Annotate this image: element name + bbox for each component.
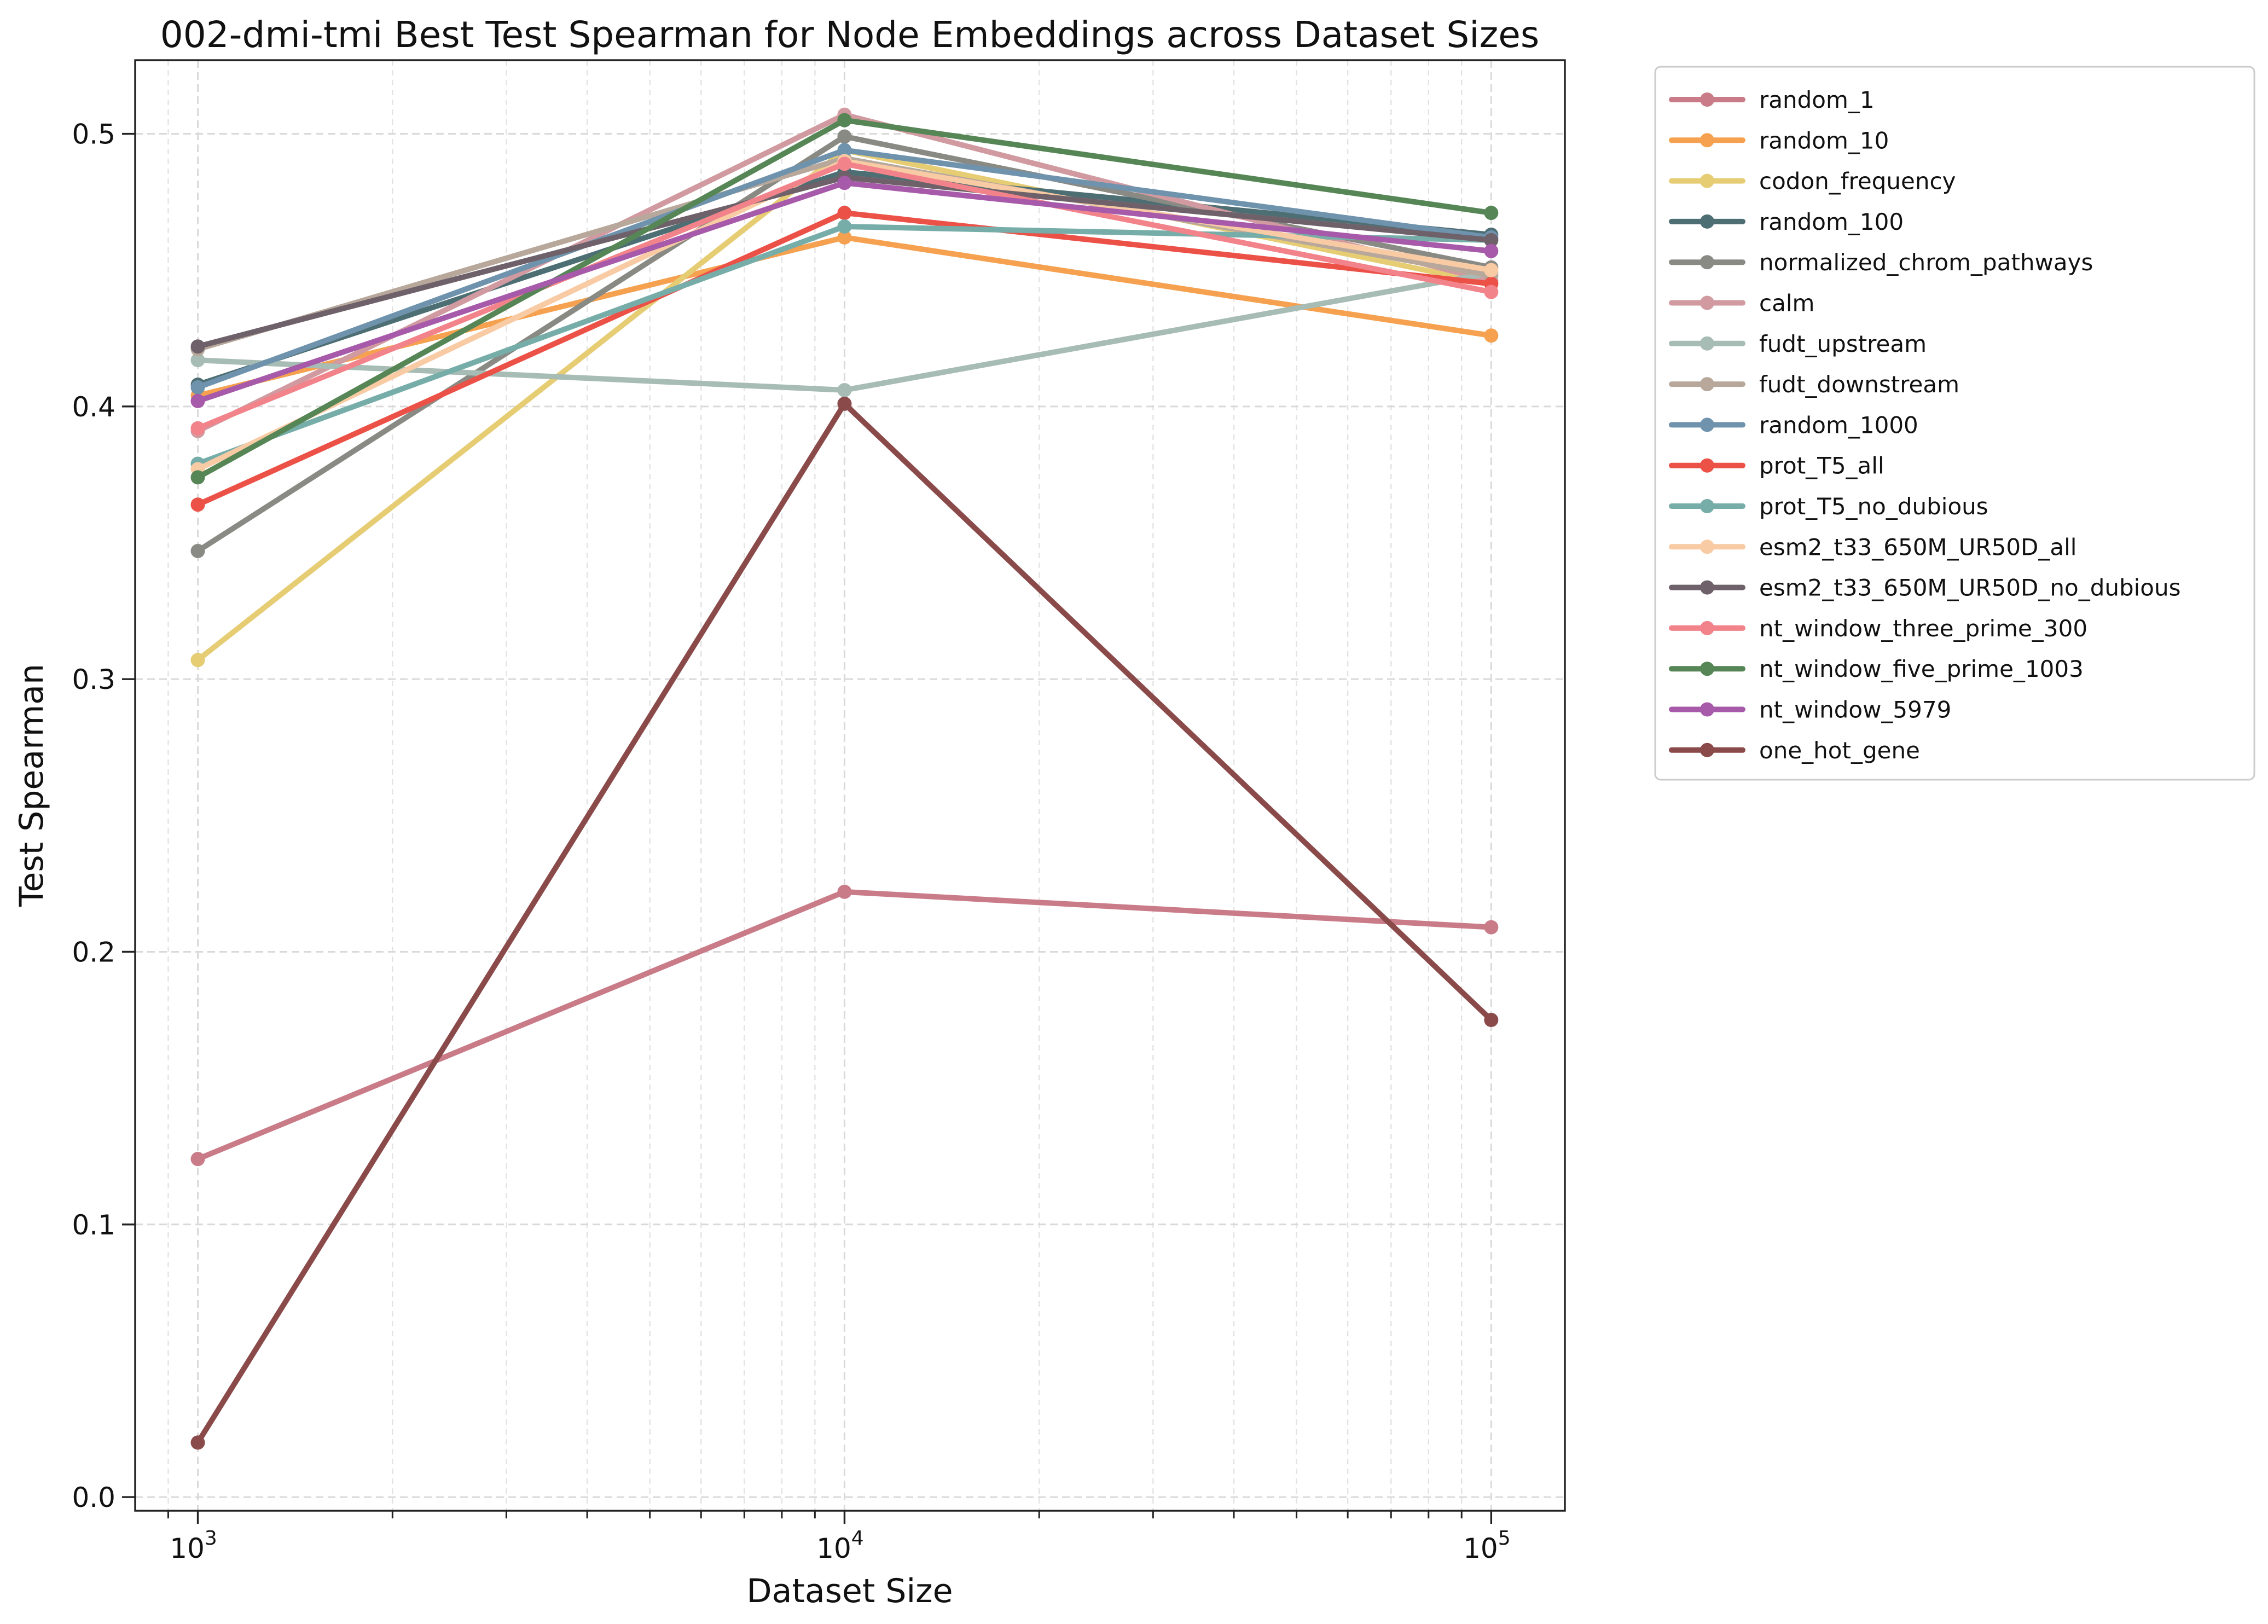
legend-label-random_1000: random_1000 (1759, 411, 1918, 438)
data-point-prot_T5_all (190, 497, 205, 512)
legend-label-nt_window_5979: nt_window_5979 (1759, 697, 1951, 723)
data-point-codon_frequency (190, 653, 205, 668)
data-point-esm2_t33_650M_UR50D_no_dubious (1484, 233, 1499, 247)
data-point-nt_window_three_prime_300 (190, 421, 205, 436)
legend-label-random_10: random_10 (1759, 127, 1889, 154)
data-point-nt_window_5979 (837, 176, 852, 190)
legend-label-fudt_upstream: fudt_upstream (1759, 330, 1927, 357)
legend-label-prot_T5_all: prot_T5_all (1759, 453, 1884, 479)
y-tick-label: 0.1 (72, 1209, 115, 1241)
data-point-one_hot_gene (837, 396, 852, 411)
data-point-prot_T5_no_dubious (837, 219, 852, 234)
data-point-normalized_chrom_pathways (837, 129, 852, 144)
data-point-random_1 (837, 884, 852, 899)
y-tick-label: 0.0 (72, 1482, 115, 1513)
legend-label-calm: calm (1759, 290, 1814, 317)
data-point-one_hot_gene (1484, 1013, 1499, 1028)
data-point-nt_window_5979 (190, 393, 205, 408)
y-axis-label: Test Spearman (13, 664, 51, 907)
x-tick-label: 105 (1463, 1527, 1511, 1564)
legend-marker-normalized_chrom_pathways (1700, 255, 1714, 270)
legend-marker-random_1000 (1700, 417, 1714, 432)
data-point-nt_window_five_prime_1003 (1484, 206, 1499, 221)
legend-label-nt_window_three_prime_300: nt_window_three_prime_300 (1759, 615, 2087, 642)
data-point-one_hot_gene (190, 1435, 205, 1450)
data-point-random_1000 (837, 143, 852, 158)
plot-frame (134, 59, 1566, 1512)
legend-label-one_hot_gene: one_hot_gene (1759, 737, 1920, 764)
data-point-prot_T5_all (837, 206, 852, 221)
data-point-nt_window_five_prime_1003 (837, 113, 852, 127)
data-point-random_10 (1484, 328, 1499, 343)
axes: 103 104 105 0.0 0.1 0.2 0.3 0.4 0.5 (72, 119, 1510, 1564)
legend-label-codon_frequency: codon_frequency (1759, 168, 1956, 195)
legend-marker-fudt_upstream (1700, 336, 1714, 351)
legend-marker-codon_frequency (1700, 173, 1714, 188)
data-point-esm2_t33_650M_UR50D_all (1484, 263, 1499, 277)
data-point-nt_window_five_prime_1003 (190, 470, 205, 485)
y-tick-label: 0.5 (72, 119, 115, 150)
legend-marker-random_1 (1700, 92, 1714, 107)
legend-label-random_1: random_1 (1759, 86, 1875, 113)
data-point-random_1 (1484, 920, 1499, 935)
data-point-nt_window_5979 (1484, 243, 1499, 258)
legend-label-esm2_t33_650M_UR50D_all: esm2_t33_650M_UR50D_all (1759, 533, 2076, 560)
y-tick-label: 0.2 (72, 936, 115, 968)
grid-lines (135, 60, 1565, 1511)
data-point-fudt_upstream (837, 382, 852, 397)
legend-marker-nt_window_5979 (1700, 702, 1714, 717)
legend-marker-random_10 (1700, 133, 1714, 148)
legend-marker-fudt_downstream (1700, 377, 1714, 392)
y-tick-label: 0.3 (72, 664, 115, 695)
chart-title: 002-dmi-tmi Best Test Spearman for Node … (160, 14, 1540, 56)
legend-label-esm2_t33_650M_UR50D_no_dubious: esm2_t33_650M_UR50D_no_dubious (1759, 575, 2181, 601)
y-tick-label: 0.4 (72, 391, 115, 423)
legend-marker-esm2_t33_650M_UR50D_all (1700, 540, 1714, 554)
data-point-random_1 (190, 1152, 205, 1167)
x-axis-label: Dataset Size (746, 1572, 953, 1610)
legend-label-fudt_downstream: fudt_downstream (1759, 371, 1959, 398)
data-point-random_1000 (190, 380, 205, 395)
legend: random_1 random_10 codon_frequency random_1… (1654, 66, 2255, 781)
legend-label-nt_window_five_prime_1003: nt_window_five_prime_1003 (1759, 656, 2084, 682)
legend-marker-prot_T5_no_dubious (1700, 499, 1714, 513)
data-point-nt_window_three_prime_300 (1484, 285, 1499, 299)
x-tick-label: 103 (170, 1527, 217, 1564)
plot-series (190, 107, 1499, 1450)
legend-label-normalized_chrom_pathways: normalized_chrom_pathways (1759, 249, 2093, 276)
legend-label-prot_T5_no_dubious: prot_T5_no_dubious (1759, 493, 1988, 520)
legend-frame (1654, 66, 2255, 781)
legend-label-random_100: random_100 (1759, 208, 1904, 235)
legend-marker-nt_window_five_prime_1003 (1700, 662, 1714, 676)
legend-marker-random_100 (1700, 214, 1714, 229)
data-point-esm2_t33_650M_UR50D_no_dubious (190, 339, 205, 354)
data-point-random_10 (837, 230, 852, 245)
x-tick-label: 104 (816, 1527, 864, 1564)
legend-marker-one_hot_gene (1700, 743, 1714, 757)
legend-marker-calm (1700, 295, 1714, 310)
data-point-normalized_chrom_pathways (190, 543, 205, 558)
legend-marker-esm2_t33_650M_UR50D_no_dubious (1700, 580, 1714, 595)
data-point-nt_window_three_prime_300 (837, 156, 852, 171)
legend-marker-prot_T5_all (1700, 458, 1714, 473)
data-point-fudt_upstream (190, 353, 205, 368)
legend-marker-nt_window_three_prime_300 (1700, 620, 1714, 635)
